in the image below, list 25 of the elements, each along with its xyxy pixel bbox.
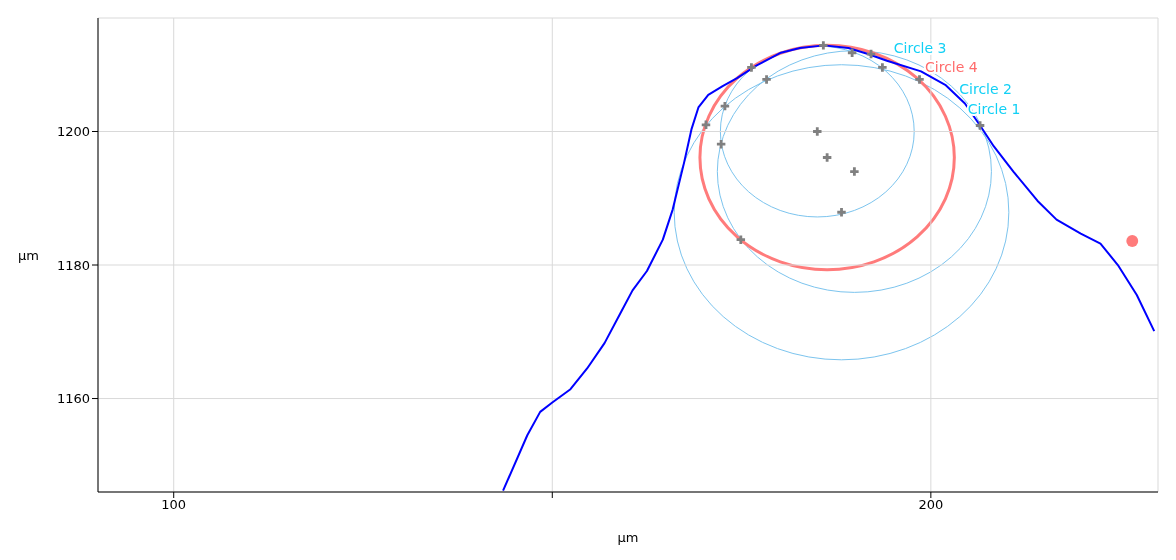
point bbox=[822, 153, 832, 162]
point bbox=[850, 167, 859, 176]
x-axis-title: µm bbox=[617, 530, 639, 545]
point bbox=[813, 127, 822, 136]
annotation: Circle 1 bbox=[967, 100, 1021, 117]
y-tick-label: 1160 bbox=[56, 391, 90, 407]
point bbox=[837, 208, 846, 217]
point bbox=[878, 63, 887, 72]
point bbox=[747, 63, 756, 72]
point bbox=[762, 75, 771, 84]
point bbox=[716, 139, 726, 149]
y-axis-title: µm bbox=[18, 247, 39, 263]
x-tick-label: 100 bbox=[161, 497, 187, 513]
annotation: Circle 2 bbox=[959, 81, 1012, 98]
point bbox=[736, 235, 746, 244]
y-tick-label: 1180 bbox=[56, 257, 90, 273]
annotation: Circle 3 bbox=[893, 40, 947, 57]
annotation: Circle 4 bbox=[925, 59, 978, 76]
y-tick-label: 1200 bbox=[56, 124, 90, 140]
point bbox=[847, 48, 857, 57]
point bbox=[915, 75, 924, 84]
point bbox=[819, 41, 828, 50]
point bbox=[975, 121, 985, 130]
x-tick-label: 200 bbox=[918, 497, 944, 513]
point bbox=[1126, 235, 1139, 247]
